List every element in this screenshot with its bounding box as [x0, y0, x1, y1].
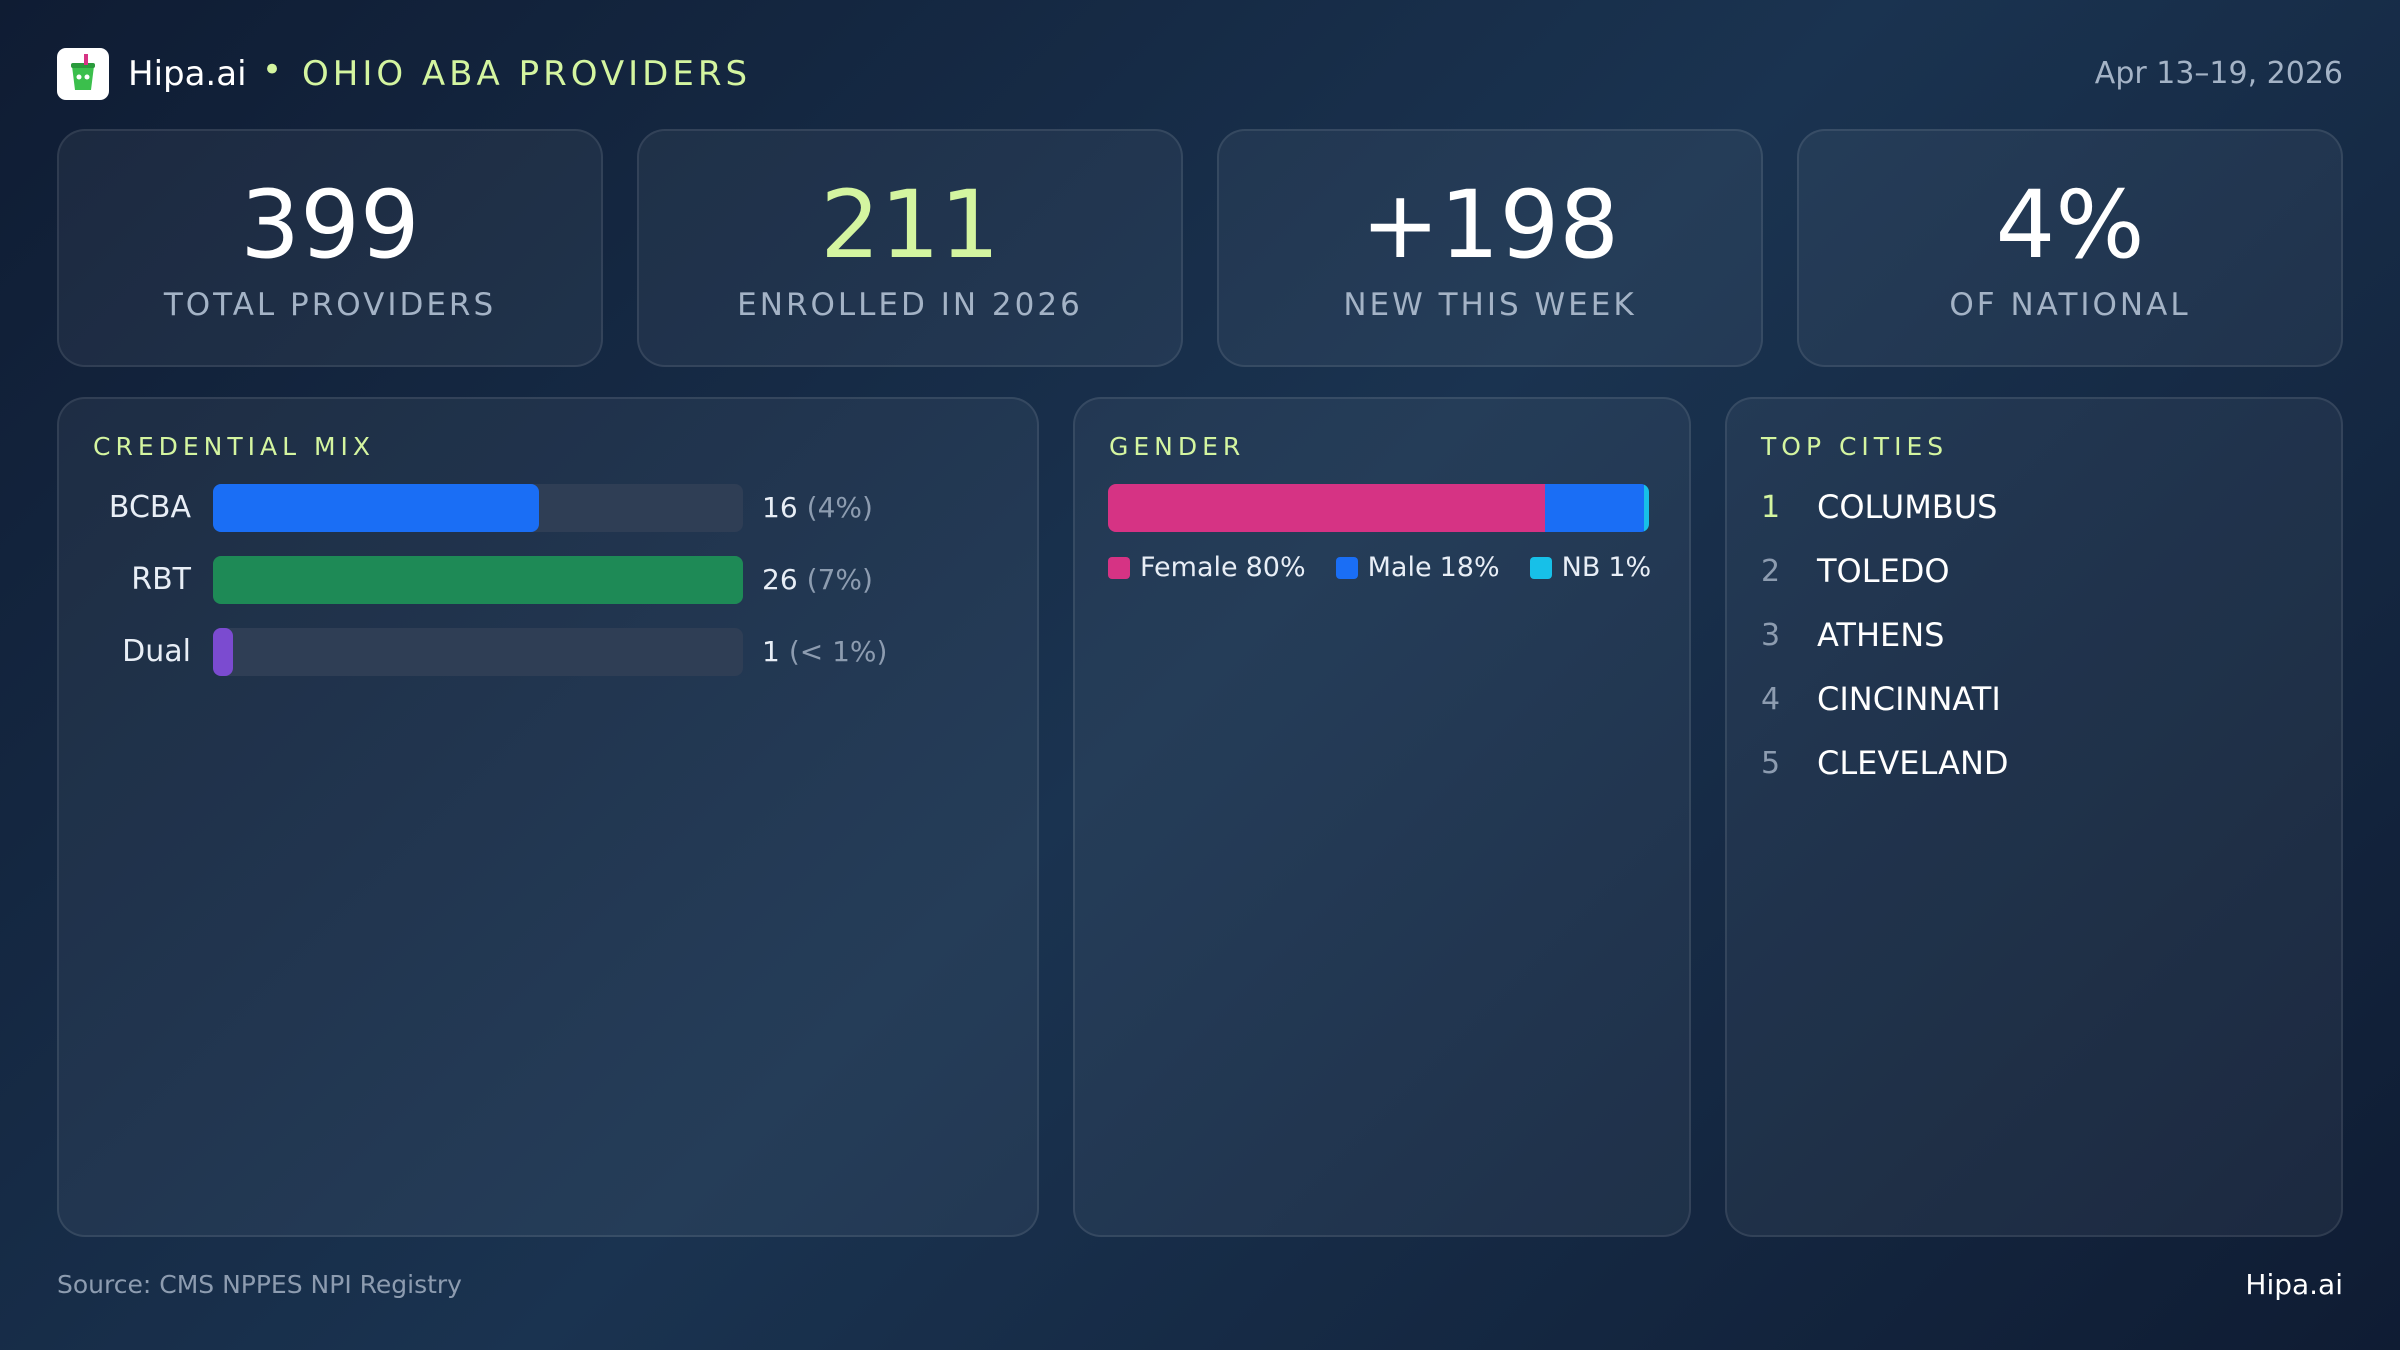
bar-segment [1545, 484, 1644, 532]
legend-item: Female 80% [1108, 552, 1306, 583]
bar-label: BCBA [108, 490, 191, 525]
bar-label: RBT [131, 562, 191, 597]
section-title: CREDENTIAL MIX [93, 432, 376, 461]
legend-value: 80% [1245, 552, 1306, 583]
gender-panel [1073, 397, 1691, 1237]
bar-track [213, 556, 743, 604]
legend-swatch [1108, 556, 1130, 579]
section-title: GENDER [1109, 432, 1246, 461]
value-number: 16 [762, 491, 798, 524]
value-share: (7%) [806, 563, 873, 596]
source-note: Source: CMS NPPES NPI Registry [57, 1270, 462, 1299]
cities-panel [1725, 397, 2343, 1237]
city-name: TOLEDO [1817, 552, 1950, 590]
city-rank: 5 [1761, 746, 1781, 781]
city-rank: 2 [1761, 554, 1781, 589]
value-share: (4%) [806, 491, 873, 524]
bar-value: 16 (4%) [762, 491, 873, 524]
kpi-label: ENROLLED IN 2026 [737, 287, 1083, 323]
kpi-value: 4% [1995, 171, 2145, 280]
kpi-label: TOTAL PROVIDERS [163, 287, 497, 323]
kpi-card: 4% OF NATIONAL [1797, 129, 2343, 367]
city-name: CLEVELAND [1817, 744, 2009, 782]
value-share: (< 1%) [788, 635, 888, 668]
legend-swatch [1335, 556, 1358, 579]
city-rank: 4 [1761, 682, 1781, 717]
kpi-label: OF NATIONAL [1949, 287, 2191, 323]
bar-value: 1 (< 1%) [762, 635, 887, 668]
city-name: COLUMBUS [1817, 488, 1998, 526]
city-rank: 3 [1761, 618, 1781, 653]
kpi-value: 211 [820, 171, 1000, 280]
legend-name: Female [1140, 552, 1238, 583]
legend-swatch [1529, 556, 1552, 579]
city-name: CINCINNATI [1817, 680, 2001, 718]
kpi-card: 399 TOTAL PROVIDERS [57, 129, 603, 367]
legend-name: Male [1367, 552, 1432, 583]
bar [213, 484, 540, 532]
section-title: TOP CITIES [1761, 432, 1949, 461]
page-title: OHIO ABA PROVIDERS [302, 54, 752, 94]
bar-label: Dual [122, 634, 191, 669]
city-rank: 1 [1761, 490, 1781, 525]
legend-name: NB [1561, 552, 1601, 583]
stacked-bar [1108, 484, 1649, 532]
legend-item: NB 1% [1529, 552, 1652, 583]
kpi-value: 399 [240, 171, 420, 280]
kpi-card: +198 NEW THIS WEEK [1217, 129, 1763, 367]
legend: Female 80% Male 18% NB 1% [1108, 552, 1651, 583]
bar-segment [1108, 484, 1546, 532]
legend-value: 1% [1608, 552, 1652, 583]
kpi-value: +198 [1360, 171, 1620, 280]
bar-track [213, 628, 743, 676]
bar [213, 556, 743, 604]
value-number: 26 [762, 563, 798, 596]
brand: Hipa.ai [128, 54, 247, 94]
logo [57, 48, 109, 100]
kpi-label: NEW THIS WEEK [1343, 287, 1637, 323]
legend-value: 18% [1439, 552, 1500, 583]
legend-item: Male 18% [1335, 552, 1500, 583]
separator-dot: • [262, 50, 283, 90]
date-range: Apr 13–19, 2026 [2094, 56, 2343, 91]
footer-brand: Hipa.ai [2245, 1268, 2343, 1301]
city-name: ATHENS [1817, 616, 1945, 654]
bar-segment [1643, 484, 1649, 532]
value-number: 1 [762, 635, 780, 668]
bar-value: 26 (7%) [762, 563, 873, 596]
bar-track [213, 484, 743, 532]
bar [213, 628, 234, 676]
kpi-card: 211 ENROLLED IN 2026 [637, 129, 1183, 367]
credential-panel [57, 397, 1039, 1237]
